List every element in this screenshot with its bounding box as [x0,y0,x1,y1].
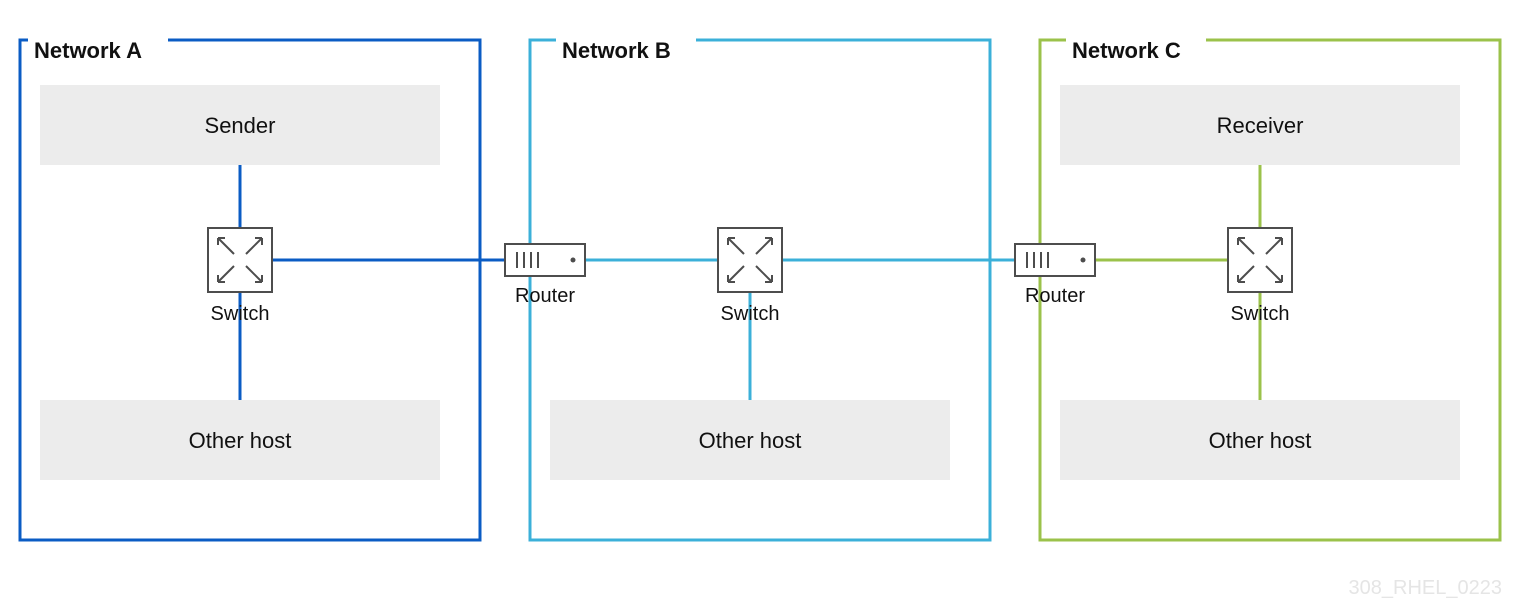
router-1: Router [505,244,585,307]
network-C-top-host: Receiver [1060,85,1460,165]
router-2: Router [1015,244,1095,307]
network-A-bottom-host: Other host [40,400,440,480]
network-A-switch: Switch [208,228,272,325]
network-B-switch: Switch [718,228,782,325]
network-B-title: Network B [562,38,671,63]
network-A-bottom-host-label: Other host [189,428,292,453]
network-C-title: Network C [1072,38,1181,63]
network-B-bottom-host: Other host [550,400,950,480]
network-diagram: Network A Sender Other host Switch Network B… [0,0,1520,612]
network-C-switch-label: Switch [1231,303,1290,325]
network-C-bottom-host: Other host [1060,400,1460,480]
network-C-switch: Switch [1228,228,1292,325]
network-C-top-host-label: Receiver [1217,113,1304,138]
network-B-switch-label: Switch [721,303,780,325]
router-2-label: Router [1025,285,1085,307]
network-B-bottom-host-label: Other host [699,428,802,453]
network-A-switch-label: Switch [211,303,270,325]
router-1-label: Router [515,285,575,307]
network-A-title: Network A [34,38,142,63]
network-C-bottom-host-label: Other host [1209,428,1312,453]
watermark: 308_RHEL_0223 [1349,577,1502,599]
network-A-top-host-label: Sender [205,113,276,138]
network-A-top-host: Sender [40,85,440,165]
